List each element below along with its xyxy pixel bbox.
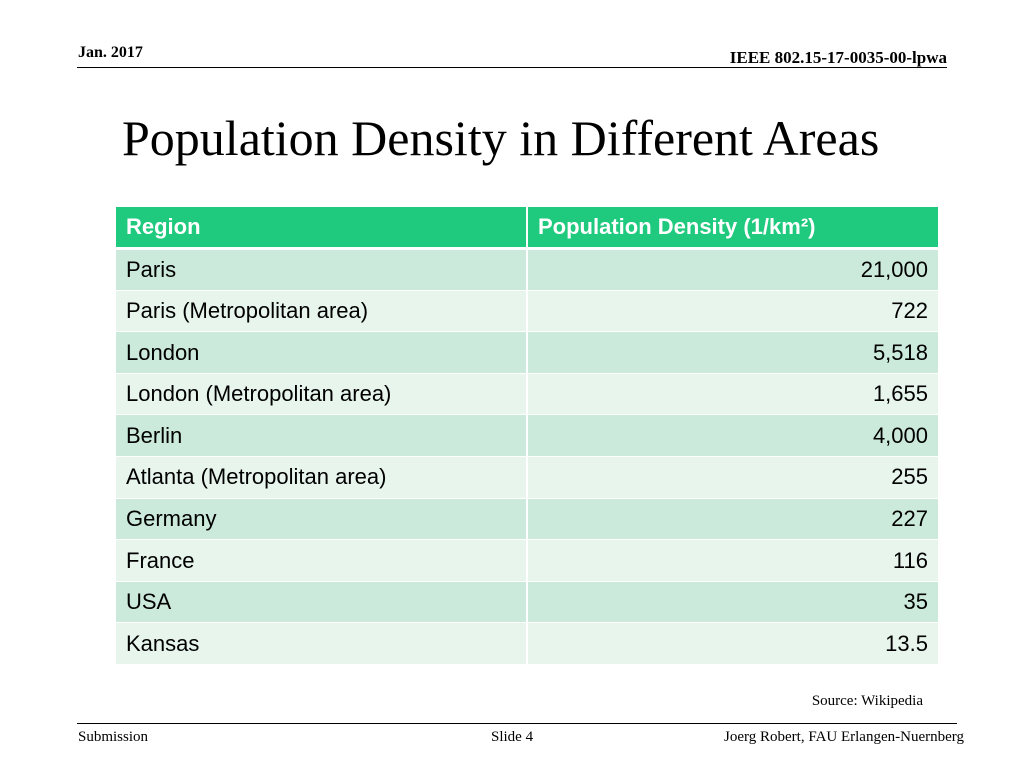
table-row: France 116 xyxy=(116,539,938,582)
population-density-table: Region Population Density (1/km²) Paris … xyxy=(116,207,938,666)
region-cell: London xyxy=(116,331,528,374)
region-cell: Berlin xyxy=(116,414,528,458)
density-cell: 5,518 xyxy=(527,331,938,374)
table-row: Paris (Metropolitan area) 722 xyxy=(116,290,938,333)
table-row: Atlanta (Metropolitan area) 255 xyxy=(116,456,938,499)
column-header-region: Region xyxy=(116,207,528,251)
footer-divider xyxy=(77,723,957,724)
header-divider xyxy=(77,67,947,68)
region-cell: Germany xyxy=(116,498,528,541)
table-row: Kansas 13.5 xyxy=(116,622,938,666)
region-cell: Atlanta (Metropolitan area) xyxy=(116,456,528,499)
region-cell: USA xyxy=(116,581,528,624)
region-cell: Paris (Metropolitan area) xyxy=(116,290,528,333)
table-row: USA 35 xyxy=(116,581,938,624)
header-date: Jan. 2017 xyxy=(78,44,143,61)
region-cell: Kansas xyxy=(116,622,528,666)
density-cell: 1,655 xyxy=(527,373,938,416)
table-row: London 5,518 xyxy=(116,331,938,374)
region-cell: France xyxy=(116,539,528,582)
footer-submission: Submission xyxy=(78,729,149,745)
slide-title: Population Density in Different Areas xyxy=(122,110,880,166)
header-document-id: IEEE 802.15-17-0035-00-lpwa xyxy=(729,48,947,67)
source-note: Source: Wikipedia xyxy=(811,693,923,709)
density-cell: 13.5 xyxy=(527,622,938,666)
density-cell: 4,000 xyxy=(527,414,938,458)
density-cell: 722 xyxy=(527,290,938,333)
region-cell: Paris xyxy=(116,248,528,291)
density-cell: 116 xyxy=(527,539,938,582)
table-row: Paris 21,000 xyxy=(116,248,938,291)
column-header-population-density: Population Density (1/km²) xyxy=(527,207,938,251)
table-row: Berlin 4,000 xyxy=(116,414,938,458)
footer-slide-number: Slide 4 xyxy=(491,729,534,745)
density-cell: 21,000 xyxy=(527,248,938,291)
footer-author: Joerg Robert, FAU Erlangen-Nuernberg xyxy=(724,729,964,745)
table-row: Germany 227 xyxy=(116,498,938,541)
density-cell: 227 xyxy=(527,498,938,541)
density-cell: 255 xyxy=(527,456,938,499)
table-header-row: Region Population Density (1/km²) xyxy=(116,207,938,251)
region-cell: London (Metropolitan area) xyxy=(116,373,528,416)
table-row: London (Metropolitan area) 1,655 xyxy=(116,373,938,416)
density-cell: 35 xyxy=(527,581,938,624)
